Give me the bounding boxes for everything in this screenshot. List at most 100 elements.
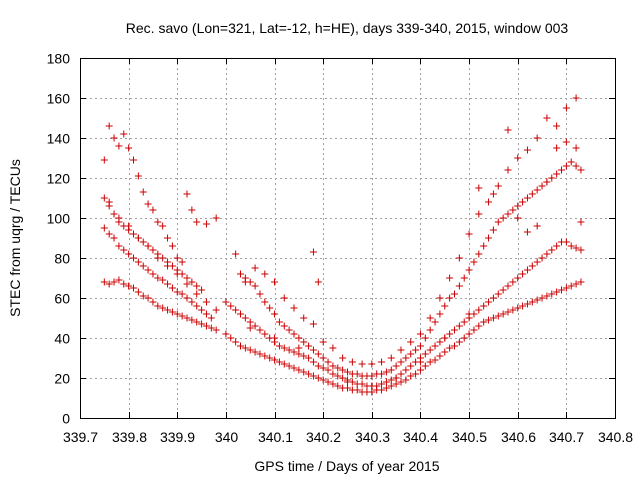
x-tick-label: 339.7: [63, 429, 98, 445]
data-point: [504, 308, 512, 316]
data-point: [397, 378, 405, 386]
data-point: [344, 378, 351, 386]
data-point: [295, 366, 303, 374]
data-point: [183, 190, 191, 198]
data-point: [309, 358, 317, 366]
data-point: [538, 182, 546, 190]
data-point: [514, 274, 522, 282]
data-point: [134, 172, 142, 180]
data-point: [115, 214, 123, 222]
data-point: [344, 384, 351, 392]
data-point: [494, 182, 502, 190]
data-point: [567, 158, 575, 166]
data-point: [110, 278, 118, 286]
data-point: [392, 362, 400, 370]
data-point: [285, 362, 293, 370]
y-tick-label: 120: [47, 171, 71, 187]
data-point: [577, 278, 585, 286]
data-point: [460, 274, 468, 282]
data-point: [329, 370, 337, 378]
data-point: [232, 250, 240, 258]
data-point: [144, 294, 152, 302]
data-point: [528, 262, 536, 270]
data-point: [149, 270, 157, 278]
x-tick-label: 340.4: [403, 429, 438, 445]
y-tick-label: 40: [54, 331, 70, 347]
data-point: [130, 230, 137, 238]
y-axis-label: STEC from uqrg / TECUs: [7, 159, 23, 317]
data-point: [227, 334, 235, 342]
data-point: [329, 362, 337, 370]
data-point: [480, 242, 488, 250]
x-tick-label: 340.7: [549, 429, 584, 445]
data-point: [523, 228, 531, 236]
y-tick-label: 180: [47, 51, 71, 67]
data-point: [164, 280, 172, 288]
data-point: [100, 224, 108, 232]
data-point: [344, 368, 351, 376]
data-point: [110, 210, 118, 218]
data-point: [455, 322, 463, 330]
data-point: [407, 338, 415, 346]
data-point: [528, 298, 536, 306]
data-point: [271, 278, 279, 286]
data-point: [193, 290, 201, 298]
data-point: [198, 306, 206, 314]
data-point: [475, 210, 483, 218]
data-point: [202, 322, 210, 330]
data-point: [115, 276, 123, 284]
data-point: [212, 306, 220, 314]
data-point: [154, 302, 162, 310]
data-point: [251, 322, 259, 330]
data-point: [207, 324, 215, 332]
data-point: [125, 282, 133, 290]
data-point: [168, 284, 176, 292]
data-point: [125, 222, 133, 230]
data-point: [198, 286, 206, 294]
plot-frame: [80, 58, 616, 419]
data-point: [455, 282, 463, 290]
data-point: [339, 374, 347, 382]
data-point: [300, 338, 308, 346]
data-point: [100, 278, 108, 286]
data-point: [368, 372, 376, 380]
data-point: [314, 374, 322, 382]
data-point: [499, 214, 507, 222]
data-point: [504, 126, 512, 134]
data-point: [227, 302, 235, 310]
data-point: [475, 184, 483, 192]
data-point: [266, 354, 274, 362]
data-point: [533, 222, 541, 230]
data-point: [285, 326, 293, 334]
x-axis-label: GPS time / Days of year 2015: [254, 458, 439, 474]
data-point: [348, 358, 356, 366]
data-point: [115, 142, 123, 150]
data-point: [460, 318, 468, 326]
data-point: [149, 246, 157, 254]
data-point: [416, 342, 424, 350]
data-point: [178, 258, 186, 266]
data-point: [553, 288, 561, 296]
data-point: [261, 352, 269, 360]
data-point: [144, 242, 152, 250]
data-point: [572, 244, 580, 252]
data-point: [251, 264, 259, 272]
data-point: [407, 350, 415, 358]
data-point: [572, 144, 580, 152]
data-point: [523, 266, 531, 274]
data-point: [533, 134, 541, 142]
data-point: [295, 344, 303, 352]
data-point: [324, 358, 332, 366]
axis-ticks: [80, 58, 616, 419]
data-point: [509, 278, 517, 286]
data-point: [446, 274, 454, 282]
data-point: [416, 366, 424, 374]
data-point: [144, 266, 152, 274]
data-point: [202, 310, 210, 318]
data-point: [470, 258, 478, 266]
data-point: [412, 370, 420, 378]
data-point: [572, 162, 580, 170]
data-point: [523, 146, 531, 154]
data-point: [446, 294, 454, 302]
